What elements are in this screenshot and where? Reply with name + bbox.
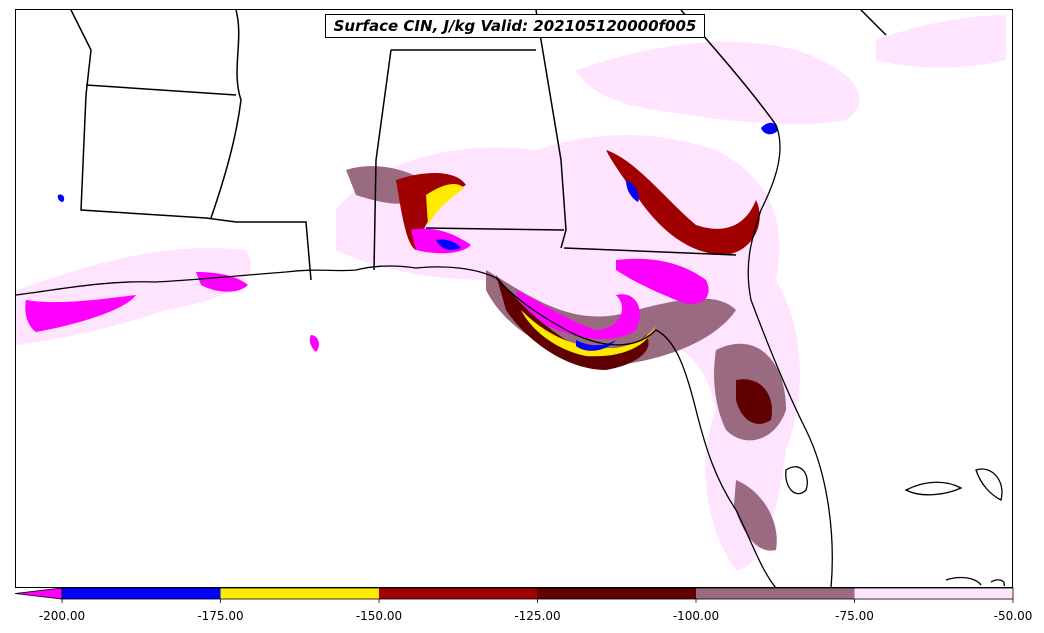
state-border [373,49,392,271]
cin-area-darkred [606,150,760,255]
gulf-coast [16,265,777,587]
cin-area-blue [576,340,616,351]
cin-area-yellow [426,184,464,225]
state-border [85,84,237,96]
atlantic-coast [747,124,833,587]
cin-map [16,10,1006,587]
colorbar-bin [379,588,538,599]
cin-area-blue [761,122,778,135]
state-border [70,10,312,281]
colorbar-bin [696,588,855,599]
colorbar-bin [854,588,1013,599]
cin-area-magenta [196,272,248,292]
colorbar-tick-label: -125.00 [514,609,561,623]
cin-shading [16,15,1006,570]
state-boundaries [70,10,887,281]
colorbar [14,587,1014,603]
cin-area-magenta [616,258,709,304]
cin-area-magenta [309,335,319,352]
colorbar-tick-label: -200.00 [38,609,86,623]
bahamas [990,579,1005,587]
cin-area-blue [57,194,65,202]
coastline [16,124,1005,587]
colorbar-bin [62,588,221,599]
cin-area-light [876,15,1006,68]
bahamas [945,576,982,586]
bahamas [904,481,963,496]
cin-area-maroon [736,379,772,424]
map-title: Surface CIN, J/kg Valid: 202105120000f00… [325,14,705,38]
cin-area-blue [626,180,639,202]
colorbar-tick-label: -100.00 [672,609,720,623]
colorbar-bin [537,588,696,599]
state-border [425,227,565,231]
colorbar-tick-label: -50.00 [993,609,1033,623]
state-border [563,247,737,256]
lake-okeechobee [785,466,808,495]
cin-area-magenta [25,295,136,332]
colorbar-tick-label: -175.00 [197,609,244,623]
cin-area-light [576,41,860,125]
state-border [210,10,242,219]
state-border [860,10,887,36]
map-panel [15,9,1013,588]
state-border [535,10,567,249]
colorbar-tick-label: -150.00 [355,609,403,623]
colorbar-bin [220,588,379,599]
colorbar-extension [14,587,63,600]
cin-area-blue [436,239,461,250]
colorbar-tick-label: -75.00 [835,609,874,623]
cin-area-mauve [734,480,777,551]
bahamas [975,468,1003,501]
